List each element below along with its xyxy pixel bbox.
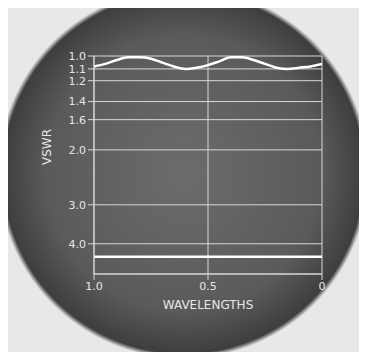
- svg-text:0: 0: [319, 280, 326, 293]
- svg-text:VSWR: VSWR: [40, 129, 54, 165]
- svg-text:1.6: 1.6: [69, 114, 87, 127]
- svg-text:1.0: 1.0: [69, 50, 87, 63]
- svg-text:1.2: 1.2: [69, 75, 87, 88]
- svg-text:0.5: 0.5: [199, 280, 217, 293]
- svg-text:1.4: 1.4: [69, 95, 87, 108]
- svg-text:WAVELENGTHS: WAVELENGTHS: [163, 298, 254, 312]
- svg-text:4.0: 4.0: [69, 238, 87, 251]
- svg-text:1.1: 1.1: [68, 62, 86, 76]
- svg-text:2.0: 2.0: [69, 144, 87, 157]
- svg-text:3.0: 3.0: [69, 199, 87, 212]
- svg-text:1.0: 1.0: [85, 280, 103, 293]
